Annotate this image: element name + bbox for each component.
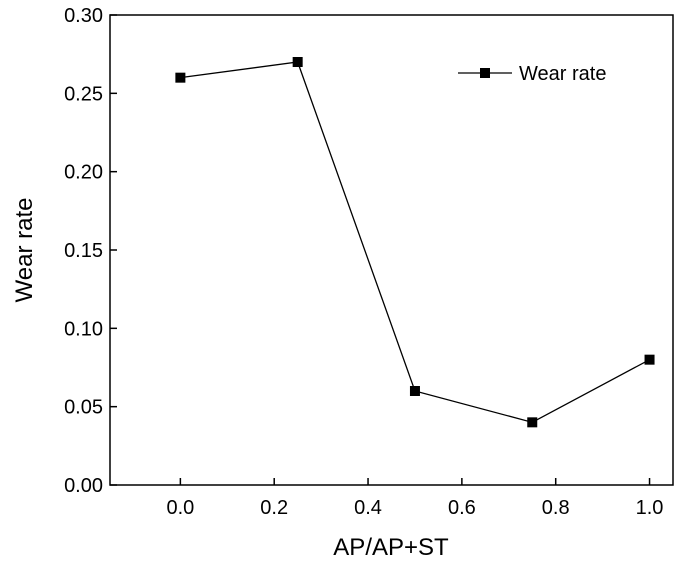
y-tick-label: 0.30 [64, 5, 103, 27]
data-point [292, 57, 303, 67]
series-line [180, 61, 650, 424]
x-axis-label: AP/AP+ST [333, 534, 449, 561]
series-layer [175, 57, 655, 428]
data-point [175, 72, 186, 83]
x-tick-label: 0.0 [166, 497, 194, 519]
x-tick-label: 0.8 [542, 497, 570, 519]
x-axis: 0.0 0.2 0.4 0.6 0.8 1.0 [166, 478, 663, 519]
y-tick-label: 0.00 [64, 475, 103, 497]
y-tick-label: 0.15 [64, 240, 103, 262]
legend: Wear rate [458, 63, 606, 85]
x-tick-label: 0.4 [354, 497, 382, 519]
y-tick-label: 0.25 [64, 83, 103, 105]
x-tick-label: 0.2 [260, 497, 288, 519]
y-axis: 0.00 0.05 0.10 0.15 0.20 0.25 0.30 [64, 5, 117, 497]
plot-frame [109, 14, 674, 486]
data-point [527, 417, 538, 428]
y-tick-label: 0.10 [64, 318, 103, 340]
legend-marker [480, 68, 490, 78]
legend-label: Wear rate [519, 63, 606, 85]
x-tick-label: 1.0 [636, 497, 664, 519]
x-tick-label: 0.6 [448, 497, 476, 519]
data-point [409, 386, 420, 396]
data-point [644, 354, 655, 365]
y-axis-label: Wear rate [11, 198, 38, 303]
y-tick-label: 0.05 [64, 397, 103, 419]
y-tick-label: 0.20 [64, 162, 103, 184]
